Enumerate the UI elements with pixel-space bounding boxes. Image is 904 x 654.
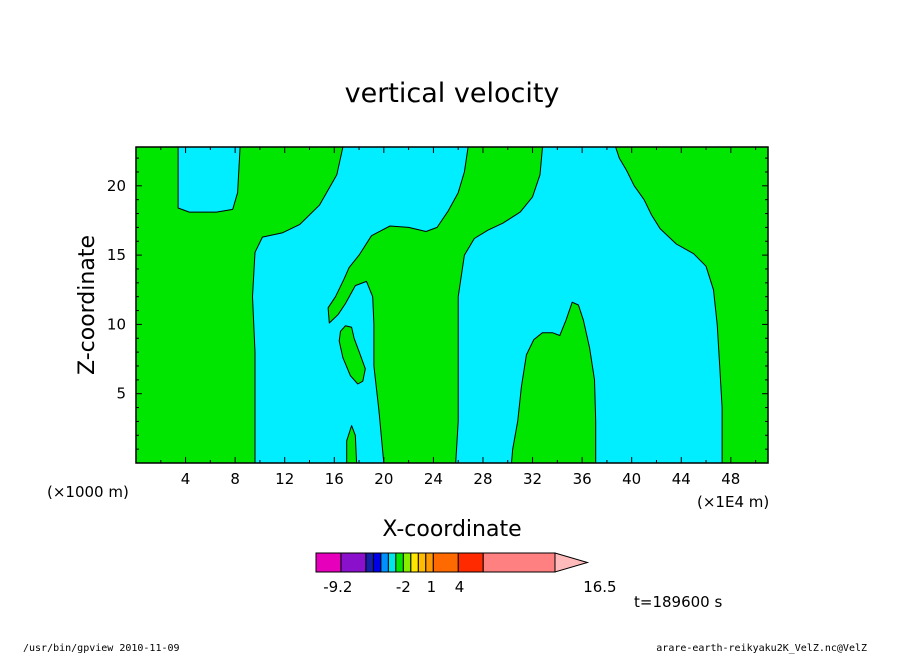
chart-title: vertical velocity bbox=[345, 78, 560, 109]
x-unit-right-label: (×1E4 m) bbox=[697, 493, 769, 511]
colorbar-label: 16.5 bbox=[583, 578, 616, 596]
x-tick-label: 48 bbox=[721, 470, 740, 488]
x-tick-label: 44 bbox=[672, 470, 691, 488]
colorbar-arrow bbox=[554, 552, 590, 573]
contour-region-4 bbox=[455, 146, 723, 464]
x-tick-label: 8 bbox=[230, 470, 240, 488]
colorbar-label: 4 bbox=[455, 578, 465, 596]
colorbar-segment bbox=[365, 552, 374, 573]
x-tick-label: 20 bbox=[374, 470, 393, 488]
colorbar-segment bbox=[457, 552, 484, 573]
x-tick-label: 16 bbox=[325, 470, 344, 488]
x-tick-label: 12 bbox=[275, 470, 294, 488]
x-tick-label: 28 bbox=[473, 470, 492, 488]
x-unit-label: (×1000 m) bbox=[47, 483, 129, 501]
x-axis-title: X-coordinate bbox=[382, 517, 521, 542]
y-tick-label: 15 bbox=[107, 246, 126, 264]
x-tick-label: 40 bbox=[622, 470, 641, 488]
plot-frame bbox=[135, 146, 769, 464]
y-tick-label: 10 bbox=[107, 315, 126, 333]
colorbar-segment bbox=[372, 552, 382, 573]
colorbar-segment bbox=[402, 552, 412, 573]
colorbar-label: -9.2 bbox=[323, 578, 352, 596]
colorbar-segment bbox=[315, 552, 342, 573]
y-axis-title: Z-coordinate bbox=[75, 235, 100, 375]
footer-right: arare-earth-reikyaku2K_VelZ.nc@VelZ bbox=[656, 643, 867, 654]
y-tick-label: 5 bbox=[116, 385, 126, 403]
colorbar-segment bbox=[432, 552, 459, 573]
y-tick-label: 20 bbox=[107, 177, 126, 195]
x-axis: 4 8 12 16 20 24 28 32 36 40 44 48 bbox=[160, 147, 757, 488]
contour-region-3 bbox=[338, 325, 366, 385]
contour-region-2 bbox=[252, 146, 469, 464]
footer-left: /usr/bin/gpview 2010-11-09 bbox=[23, 643, 180, 654]
colorbar: -9.2 -2 1 4 16.5 bbox=[315, 552, 617, 596]
contour-region-1 bbox=[177, 146, 241, 213]
y-axis: 5 10 15 20 bbox=[107, 157, 768, 450]
colorbar-segment bbox=[410, 552, 419, 573]
x-tick-label: 32 bbox=[523, 470, 542, 488]
colorbar-segment bbox=[482, 552, 556, 573]
x-tick-label: 4 bbox=[181, 470, 191, 488]
colorbar-segment bbox=[387, 552, 397, 573]
colorbar-segment bbox=[417, 552, 427, 573]
time-label: t=189600 s bbox=[634, 593, 722, 611]
x-tick-label: 24 bbox=[424, 470, 443, 488]
colorbar-segment bbox=[380, 552, 389, 573]
colorbar-segment bbox=[340, 552, 367, 573]
colorbar-segment bbox=[395, 552, 404, 573]
colorbar-label: 1 bbox=[427, 578, 437, 596]
colorbar-label: -2 bbox=[396, 578, 411, 596]
plot-area bbox=[135, 146, 769, 464]
colorbar-segment bbox=[425, 552, 434, 573]
x-tick-label: 36 bbox=[573, 470, 592, 488]
